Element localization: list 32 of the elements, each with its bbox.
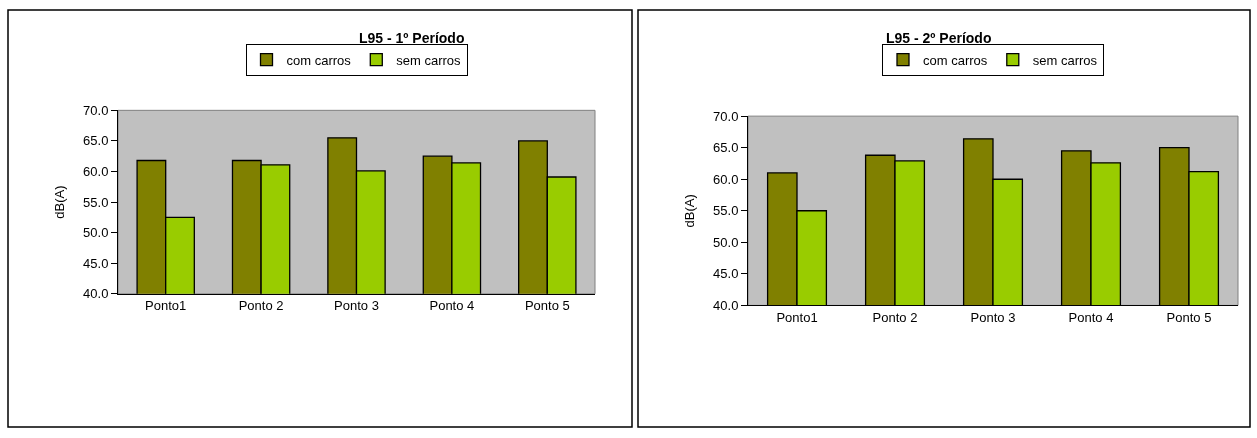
x-tick-label: Ponto 5	[524, 298, 570, 314]
chart-title: L95 - 2º Período	[886, 30, 992, 46]
y-tick-label: 50.0	[713, 234, 739, 250]
y-tick-label: 70.0	[83, 102, 109, 118]
legend-label: com carros	[923, 52, 988, 68]
y-axis-title: dB(A)	[52, 185, 68, 219]
y-tick-label: 40.0	[83, 286, 109, 302]
y-tick-label: 65.0	[713, 140, 739, 156]
x-tick-label: Ponto1	[776, 310, 818, 326]
x-tick-label: Ponto 3	[334, 298, 379, 314]
y-tick-label: 45.0	[713, 266, 739, 282]
x-tick-label: Ponto 3	[970, 310, 1016, 326]
legend-label: sem carros	[396, 52, 462, 68]
chart-title: L95 - 1º Período	[359, 30, 465, 46]
legend-label: com carros	[286, 52, 352, 68]
legend-label: sem carros	[1032, 52, 1098, 68]
y-tick-label: 55.0	[83, 194, 109, 210]
x-tick-label: Ponto 2	[872, 310, 918, 326]
x-tick-label: Ponto1	[145, 298, 187, 314]
y-tick-label: 50.0	[83, 225, 109, 241]
y-axis-title: dB(A)	[682, 194, 698, 228]
y-tick-label: 45.0	[83, 255, 109, 271]
y-tick-label: 60.0	[83, 164, 109, 180]
x-tick-label: Ponto 4	[429, 298, 475, 314]
y-tick-label: 70.0	[713, 108, 739, 124]
y-tick-label: 65.0	[83, 133, 109, 149]
y-tick-label: 40.0	[713, 297, 739, 313]
x-tick-label: Ponto 4	[1068, 310, 1114, 326]
x-tick-label: Ponto 2	[238, 298, 284, 314]
y-tick-label: 60.0	[713, 171, 739, 187]
y-tick-label: 55.0	[713, 203, 739, 219]
x-tick-label: Ponto 5	[1166, 310, 1212, 326]
